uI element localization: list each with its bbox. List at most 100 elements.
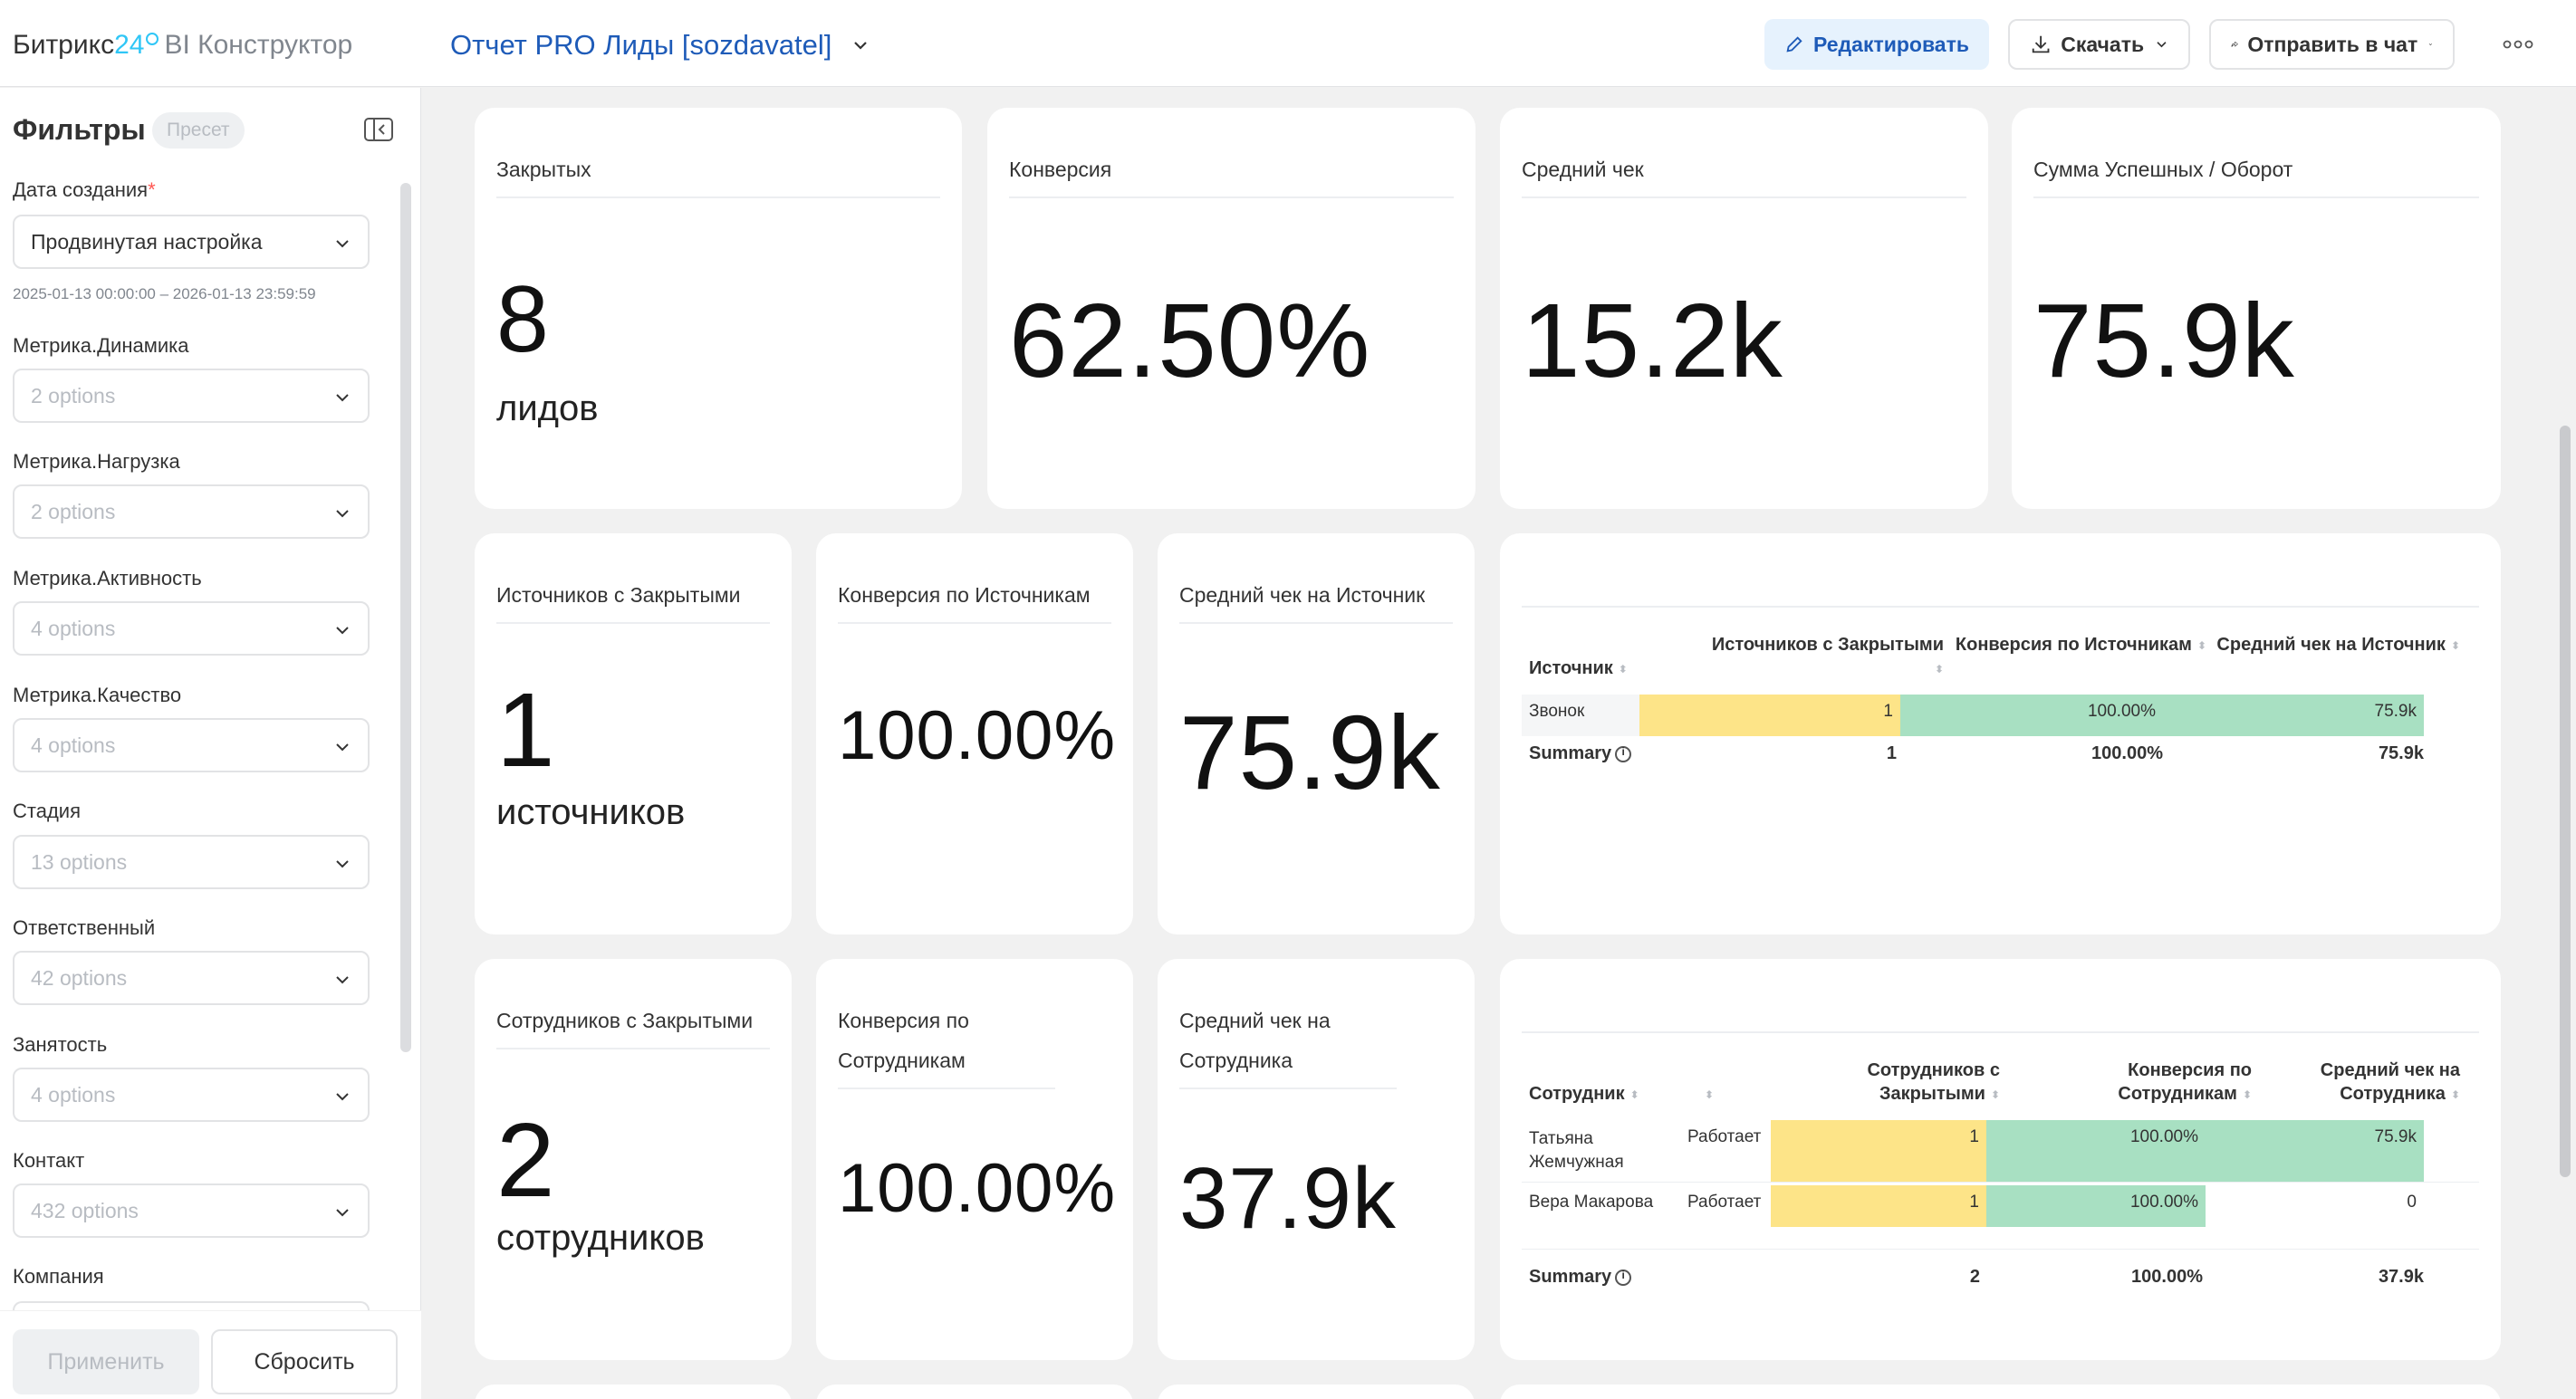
cell-avg: 0 [2407, 1193, 2417, 1212]
filter-select-activity[interactable]: 4 options [13, 601, 370, 656]
chevron-down-icon [336, 510, 349, 518]
info-icon[interactable] [1615, 1269, 1632, 1286]
kpi-title: Конверсия по Сотрудникам [838, 1001, 1055, 1089]
table-card-employees[interactable]: Сотрудник ⬍ ⬍ Сотрудников с Закрытыми ⬍ Ко… [1500, 959, 2501, 1360]
chevron-down-icon [336, 860, 349, 868]
download-button[interactable]: Скачать [2008, 19, 2190, 70]
kpi-card-partial[interactable] [475, 1385, 792, 1399]
filter-label-stage: Стадия [13, 800, 81, 822]
brand-logo[interactable]: Битрикс24 BI Конструктор [13, 27, 352, 63]
filter-label-responsible: Ответственный [13, 916, 156, 939]
row-divider [1522, 1249, 2479, 1250]
sort-icon: ⬍ [1618, 662, 1628, 676]
kpi-card-avg-check[interactable]: Средний чек 15.2k [1500, 108, 1988, 509]
kpi-value: 100.00% [838, 697, 1117, 774]
kpi-card-conv-sources[interactable]: Конверсия по Источникам 100.00% [816, 533, 1133, 934]
summary-closed: 2 [1969, 1267, 1980, 1287]
kpi-title: Источников с Закрытыми [496, 575, 770, 624]
filters-footer: Применить Сбросить [0, 1310, 421, 1399]
table-divider [1522, 606, 2479, 608]
brand-product: BI Конструктор [164, 30, 353, 60]
kpi-title: Сотрудников с Закрытыми [496, 1001, 770, 1049]
filter-select-stage[interactable]: 13 options [13, 835, 370, 889]
edit-button-label: Редактировать [1813, 32, 1969, 56]
table-row[interactable]: Вера Макарова Работает 1 100.00% 0 [1522, 1185, 2501, 1227]
chevron-down-icon [2429, 43, 2433, 46]
table-header-avg[interactable]: Средний чек на Сотрудника ⬍ [2261, 1059, 2460, 1107]
edit-button[interactable]: Редактировать [1764, 19, 1989, 70]
brand-name: Битрикс [13, 30, 115, 60]
kpi-card-conv-employees[interactable]: Конверсия по Сотрудникам 100.00% [816, 959, 1133, 1360]
filter-value: 4 options [31, 733, 116, 757]
collapse-sidebar-icon[interactable] [362, 116, 395, 143]
table-row[interactable]: Звонок 1 100.00% 75.9k [1522, 695, 2501, 736]
filter-select-date[interactable]: Продвинутая настройка [13, 215, 370, 269]
table-card-sources[interactable]: Источник ⬍ Источников с Закрытыми⬍ Конвер… [1500, 533, 2501, 934]
kpi-value: 62.50% [1009, 282, 1371, 399]
main-scrollbar[interactable] [2560, 426, 2571, 1177]
table-header-closed[interactable]: Сотрудников с Закрытыми ⬍ [1763, 1059, 2000, 1107]
filter-value: 4 options [31, 616, 116, 640]
chevron-down-icon [336, 1093, 349, 1101]
kpi-title: Закрытых [496, 149, 940, 198]
kpi-card-employees-closed[interactable]: Сотрудников с Закрытыми 2 сотрудников [475, 959, 792, 1360]
cell-employee: Татьяна Жемчужная [1529, 1129, 1624, 1172]
kpi-value: 1 [496, 671, 556, 789]
summary-closed: 1 [1886, 743, 1897, 763]
filter-value: 432 options [31, 1198, 139, 1222]
kpi-card-closed[interactable]: Закрытых 8 лидов [475, 108, 962, 509]
kpi-card-partial[interactable] [1158, 1385, 1475, 1399]
kpi-card-partial[interactable] [1500, 1385, 2501, 1399]
info-icon[interactable] [1615, 745, 1632, 762]
kpi-card-partial[interactable] [816, 1385, 1133, 1399]
filter-value: 2 options [31, 499, 116, 523]
kpi-card-conversion[interactable]: Конверсия 62.50% [987, 108, 1475, 509]
kpi-card-sum-success[interactable]: Сумма Успешных / Оборот 75.9k [2012, 108, 2501, 509]
filter-value: 4 options [31, 1082, 116, 1107]
table-header-conversion[interactable]: Конверсия по Сотрудникам ⬍ [2025, 1059, 2252, 1107]
more-options-icon[interactable] [2500, 31, 2536, 58]
top-header: Битрикс24 BI Конструктор Отчет PRO Лиды [… [0, 0, 2576, 87]
sort-icon: ⬍ [1934, 662, 1944, 676]
dashboard-canvas: Закрытых 8 лидов Конверсия 62.50% Средни… [422, 88, 2576, 1399]
filter-label-activity: Метрика.Активность [13, 567, 202, 589]
table-row[interactable]: Татьяна Жемчужная Работает 1 100.00% 75.… [1522, 1120, 2501, 1182]
kpi-card-avg-source[interactable]: Средний чек на Источник 75.9k [1158, 533, 1475, 934]
table-divider [1522, 1031, 2479, 1033]
table-header-employee[interactable]: Сотрудник ⬍ [1529, 1082, 1639, 1107]
sidebar-scrollbar[interactable] [400, 183, 411, 1052]
filter-select-quality[interactable]: 4 options [13, 718, 370, 772]
chevron-down-icon [2157, 42, 2167, 48]
kpi-card-avg-employee[interactable]: Средний чек на Сотрудника 37.9k [1158, 959, 1475, 1360]
table-header-source[interactable]: Источник ⬍ [1529, 656, 1628, 681]
sort-icon: ⬍ [1705, 1088, 1715, 1101]
reset-button[interactable]: Сбросить [211, 1329, 398, 1394]
sort-icon: ⬍ [2242, 1088, 2252, 1101]
chevron-down-icon [336, 743, 349, 752]
table-header-avg[interactable]: Средний чек на Источник ⬍ [2216, 633, 2460, 657]
apply-button[interactable]: Применить [13, 1329, 199, 1394]
kpi-value: 8 [496, 267, 550, 372]
kpi-title: Сумма Успешных / Оборот [2033, 149, 2479, 198]
send-to-chat-button[interactable]: Отправить в чат [2209, 19, 2455, 70]
kpi-card-sources-closed[interactable]: Источников с Закрытыми 1 источников [475, 533, 792, 934]
filter-label-load: Метрика.Нагрузка [13, 450, 180, 473]
filter-select-dynamics[interactable]: 2 options [13, 369, 370, 423]
chevron-down-icon [336, 627, 349, 635]
table-header-closed[interactable]: Источников с Закрытыми⬍ [1699, 633, 1944, 681]
download-button-label: Скачать [2061, 32, 2145, 56]
table-summary-label: Summary [1529, 1267, 1632, 1288]
report-title-dropdown[interactable]: Отчет PRO Лиды [sozdavatel] [450, 25, 870, 65]
filter-select-contact[interactable]: 432 options [13, 1183, 370, 1238]
preset-badge[interactable]: Пресет [152, 112, 245, 149]
cell-closed: 1 [1771, 1185, 1986, 1227]
clock-icon [146, 33, 159, 45]
filter-select-responsible[interactable]: 42 options [13, 951, 370, 1005]
table-header-conversion[interactable]: Конверсия по Источникам ⬍ [1953, 633, 2206, 657]
filter-select-employment[interactable]: 4 options [13, 1068, 370, 1122]
filter-select-load[interactable]: 2 options [13, 484, 370, 539]
report-title: Отчет PRO Лиды [sozdavatel] [450, 29, 832, 61]
table-header-status[interactable]: ⬍ [1699, 1082, 1714, 1107]
cell-conversion: 100.00% [1986, 1120, 2206, 1182]
chevron-down-icon [336, 240, 349, 248]
